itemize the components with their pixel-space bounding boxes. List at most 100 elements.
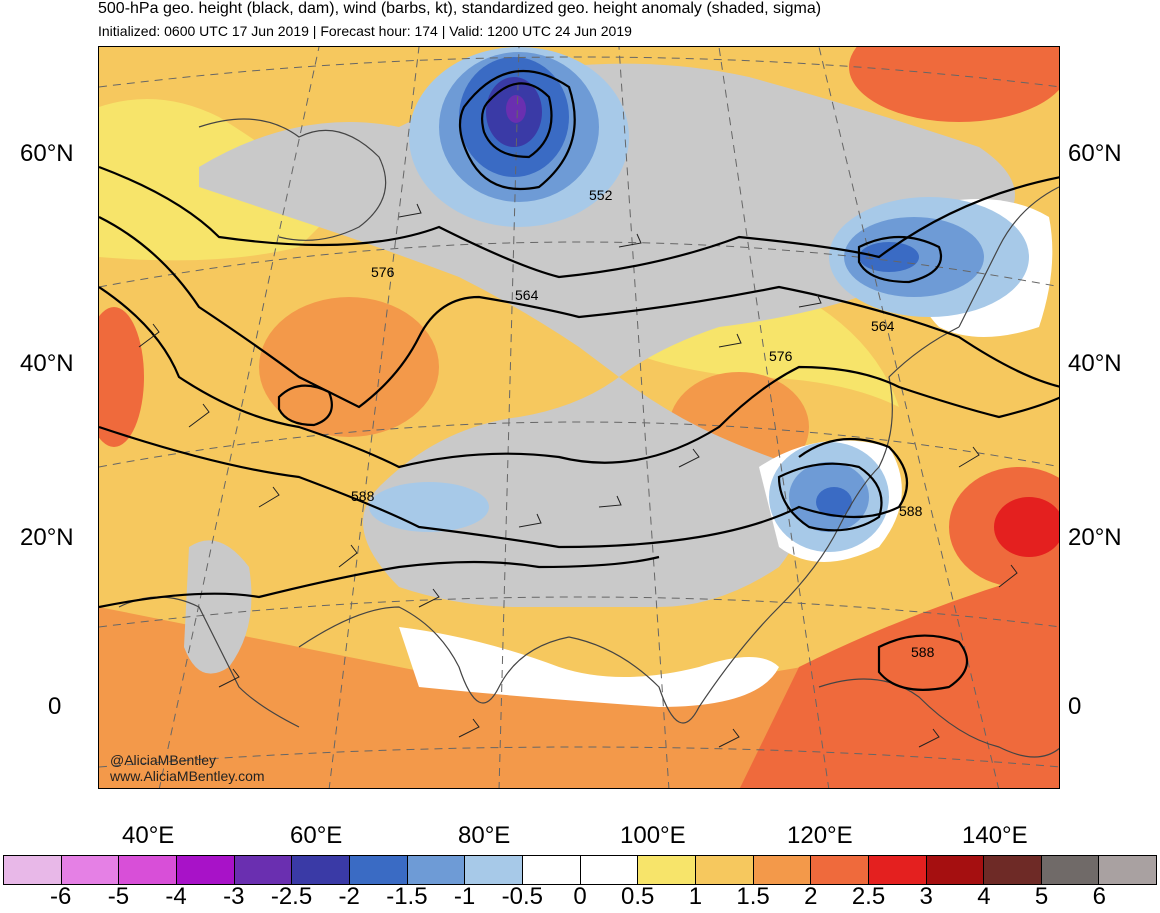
lon-label-80e: 80°E bbox=[458, 822, 511, 849]
anomaly-south-east-band bbox=[739, 567, 1059, 788]
wind-barb bbox=[458, 718, 480, 738]
coastline-arabia-india bbox=[298, 606, 570, 704]
coastline-northeast bbox=[958, 186, 1059, 328]
contour-line bbox=[99, 425, 909, 549]
wind-barb bbox=[398, 203, 422, 218]
graticule-meridian bbox=[618, 47, 670, 788]
colorbar bbox=[3, 855, 1157, 885]
colorbar-bin bbox=[292, 856, 350, 884]
contour-line bbox=[99, 165, 1059, 279]
wind-barb bbox=[678, 448, 700, 468]
colorbar-bin bbox=[349, 856, 408, 884]
graticule-parallel bbox=[99, 596, 1059, 628]
wind-barb bbox=[258, 486, 280, 508]
wind-barbs bbox=[138, 203, 1018, 748]
wind-barb bbox=[218, 668, 240, 688]
contour-line bbox=[857, 235, 942, 284]
wind-barb bbox=[138, 323, 160, 348]
contour-line bbox=[99, 216, 1059, 409]
colorbar-tick-label: -6 bbox=[50, 883, 72, 910]
lon-label-100e: 100°E bbox=[620, 822, 686, 849]
contour-line bbox=[480, 82, 553, 159]
colorbar-bin bbox=[1099, 856, 1157, 884]
colorbar-tick-label: -5 bbox=[107, 883, 130, 910]
colorbar-bin bbox=[811, 856, 869, 884]
colorbar-bin bbox=[522, 856, 581, 884]
contour-line bbox=[277, 384, 333, 427]
lon-label-40e: 40°E bbox=[122, 822, 175, 849]
colorbar-tick-label: 0 bbox=[573, 883, 587, 910]
colorbar-bin bbox=[868, 856, 927, 884]
colorbar-tick-label: 3 bbox=[919, 883, 933, 910]
colorbar-bin bbox=[4, 856, 62, 884]
colorbar-tick-label: -1 bbox=[453, 883, 476, 910]
contour-label-576-east: 576 bbox=[769, 348, 793, 364]
colorbar-tick-label: 2 bbox=[804, 883, 818, 910]
graticule-parallel bbox=[99, 56, 1059, 88]
colorbar-bin bbox=[465, 856, 523, 884]
colorbar-bin bbox=[119, 856, 177, 884]
colorbar-tick-label: 1 bbox=[688, 883, 703, 910]
wind-barb bbox=[418, 588, 440, 608]
weather-map: 552 576 564 564 576 588 588 588 bbox=[98, 46, 1060, 789]
colorbar-tick-label: 6 bbox=[1092, 883, 1106, 910]
contour-line bbox=[777, 462, 883, 532]
contour-label-588-west: 588 bbox=[351, 488, 375, 504]
anomaly-neutral-region bbox=[199, 63, 1015, 607]
wind-barb bbox=[618, 233, 642, 248]
graticule-meridian bbox=[328, 47, 420, 788]
wind-barb bbox=[188, 403, 210, 428]
wind-barb bbox=[718, 728, 740, 748]
contour-line bbox=[99, 286, 1059, 469]
lat-label-40n-right: 40°N bbox=[1068, 350, 1122, 377]
wind-barb bbox=[958, 446, 980, 468]
lon-label-140e: 140°E bbox=[962, 822, 1028, 849]
map-canvas: 552 576 564 564 576 588 588 588 bbox=[99, 47, 1059, 788]
colorbar-bin bbox=[753, 856, 812, 884]
anomaly-low-central-asia bbox=[369, 482, 489, 532]
colorbar-tick-label: 4 bbox=[977, 883, 991, 910]
colorbar-bin bbox=[407, 856, 466, 884]
colorbar-tick-label: -3 bbox=[223, 883, 245, 910]
height-contours bbox=[99, 69, 1059, 691]
colorbar-tick-label: 0.5 bbox=[621, 883, 655, 910]
coastline-scandinavia bbox=[198, 118, 387, 241]
colorbar-tick-label: 1.5 bbox=[736, 883, 770, 910]
graticule-parallel bbox=[99, 241, 1059, 288]
colorbar-bin bbox=[580, 856, 639, 884]
lat-label-eq-right: 0 bbox=[1068, 693, 1082, 720]
colorbar-tick-label: -1.5 bbox=[386, 883, 428, 910]
lon-label-60e: 60°E bbox=[290, 822, 343, 849]
anomaly-low-korea-core bbox=[816, 487, 852, 517]
graticule-parallel bbox=[99, 746, 1059, 768]
credit-site: www.AliciaMBentley.com bbox=[110, 768, 265, 784]
anomaly-low-okhotsk-core bbox=[859, 242, 919, 272]
map-title: 500-hPa geo. height (black, dam), wind (… bbox=[98, 0, 822, 17]
contour-line bbox=[458, 69, 576, 191]
graticule-meridian bbox=[818, 47, 1000, 788]
colorbar-tick-label: -2 bbox=[338, 883, 360, 910]
anomaly-neutral-africa bbox=[184, 540, 252, 674]
colorbar-bin bbox=[234, 856, 293, 884]
graticule-meridian bbox=[158, 47, 320, 788]
lat-label-60n-left: 60°N bbox=[20, 140, 74, 167]
contour-label-588-east: 588 bbox=[899, 503, 923, 519]
contour-label-564-center: 564 bbox=[515, 287, 539, 303]
lat-label-20n-left: 20°N bbox=[20, 524, 74, 551]
contour-label-576-west: 576 bbox=[371, 264, 395, 280]
anomaly-high-west-edge bbox=[99, 307, 144, 447]
anomaly-peak-pacific bbox=[994, 497, 1059, 557]
graticule-parallel bbox=[99, 421, 1059, 468]
anomaly-high-northeast bbox=[849, 47, 1059, 122]
coastline-southeast-asia bbox=[568, 526, 840, 724]
wind-barb bbox=[598, 495, 622, 508]
wind-barb bbox=[998, 564, 1018, 588]
lat-label-eq-left: 0 bbox=[48, 693, 62, 720]
colorbar-bin bbox=[984, 856, 1042, 884]
contour-labels: 552 576 564 564 576 588 588 588 bbox=[351, 187, 935, 660]
wind-barb bbox=[918, 728, 940, 748]
wind-barb bbox=[338, 544, 358, 568]
colorbar-bin bbox=[926, 856, 985, 884]
anomaly-low-ural-center bbox=[506, 95, 526, 123]
colorbar-tick-label: 5 bbox=[1034, 883, 1049, 910]
